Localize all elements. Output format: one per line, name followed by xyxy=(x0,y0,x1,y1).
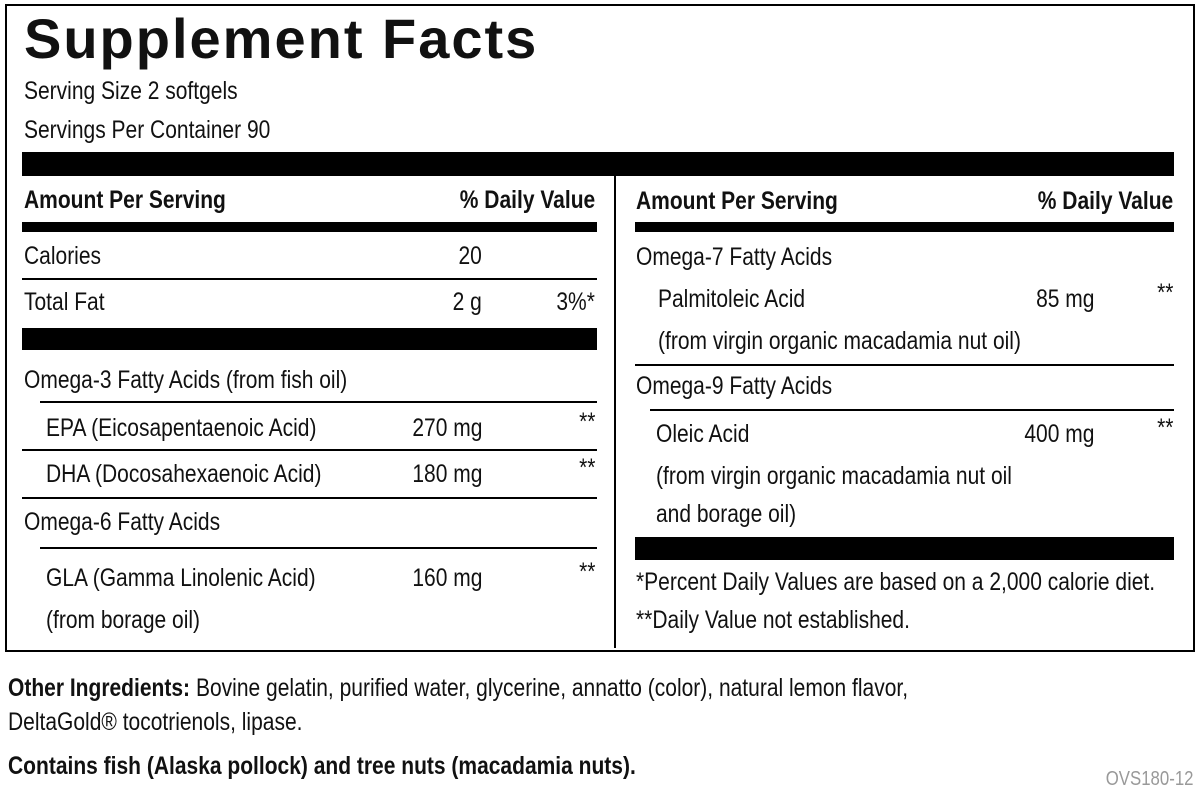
serving-size: Serving Size 2 softgels xyxy=(24,77,238,105)
amount: 2 g xyxy=(452,288,482,316)
footnote: **Daily Value not established. xyxy=(636,606,910,634)
thick-bar xyxy=(22,328,597,350)
daily-value: 3%* xyxy=(556,288,595,316)
daily-value: ** xyxy=(578,408,595,436)
rule xyxy=(650,409,1174,411)
daily-value: ** xyxy=(578,558,595,586)
amount: 160 mg xyxy=(411,564,482,592)
rule xyxy=(22,449,597,451)
amount: 400 mg xyxy=(1023,420,1094,448)
nutrient-name: EPA (Eicosapentaenoic Acid) xyxy=(46,414,317,442)
nutrient-name: Calories xyxy=(24,242,102,270)
source-note: and borage oil) xyxy=(656,500,797,528)
facts-box xyxy=(5,4,1195,652)
nutrient-name: GLA (Gamma Linolenic Acid) xyxy=(46,564,316,592)
amount: 270 mg xyxy=(411,414,482,442)
rule xyxy=(635,364,1174,366)
header: Amount Per Serving xyxy=(636,187,838,215)
source-note: (from virgin organic macadamia nut oil) xyxy=(658,327,1021,355)
header: Amount Per Serving xyxy=(24,186,226,214)
rule xyxy=(22,278,597,280)
rule xyxy=(40,401,597,403)
amount: 20 xyxy=(458,242,482,270)
source-note: (from borage oil) xyxy=(46,606,201,634)
title: Supplement Facts xyxy=(24,7,539,70)
column-divider xyxy=(614,176,616,648)
nutrient-name: DHA (Docosahexaenoic Acid) xyxy=(46,460,322,488)
nutrient-name: Omega-3 Fatty Acids (from fish oil) xyxy=(24,366,348,394)
nutrient-name: Omega-9 Fatty Acids xyxy=(636,372,833,400)
amount: 180 mg xyxy=(411,460,482,488)
other-ingredients: Bovine gelatin, purified water, glycerin… xyxy=(196,674,909,702)
footnote: *Percent Daily Values are based on a 2,0… xyxy=(636,568,1156,596)
nutrient-name: Total Fat xyxy=(24,288,105,316)
header: % Daily Value xyxy=(1037,187,1173,215)
header: % Daily Value xyxy=(459,186,595,214)
allergen-statement: Contains fish (Alaska pollock) and tree … xyxy=(8,752,636,780)
nutrient-name: Omega-6 Fatty Acids xyxy=(24,508,221,536)
amount: 85 mg xyxy=(1035,285,1094,313)
thick-bar xyxy=(635,222,1174,232)
nutrient-name: Palmitoleic Acid xyxy=(658,285,806,313)
thick-bar xyxy=(22,222,597,232)
thick-bar xyxy=(22,152,1174,176)
nutrient-name: Oleic Acid xyxy=(656,420,750,448)
rule xyxy=(40,547,597,549)
daily-value: ** xyxy=(1156,414,1173,442)
other-ingredients: DeltaGold® tocotrienols, lipase. xyxy=(8,708,303,736)
nutrient-name: Omega-7 Fatty Acids xyxy=(636,243,833,271)
daily-value: ** xyxy=(1156,279,1173,307)
servings-per-container: Servings Per Container 90 xyxy=(24,116,271,144)
thick-bar xyxy=(635,537,1174,560)
daily-value: ** xyxy=(578,454,595,482)
rule xyxy=(22,497,597,499)
source-note: (from virgin organic macadamia nut oil xyxy=(656,462,1012,490)
other-ingredients-label: Other Ingredients: xyxy=(8,674,191,702)
product-code: OVS180-12 xyxy=(1106,768,1194,790)
